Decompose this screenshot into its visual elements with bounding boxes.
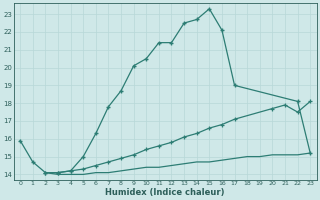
X-axis label: Humidex (Indice chaleur): Humidex (Indice chaleur) <box>106 188 225 197</box>
